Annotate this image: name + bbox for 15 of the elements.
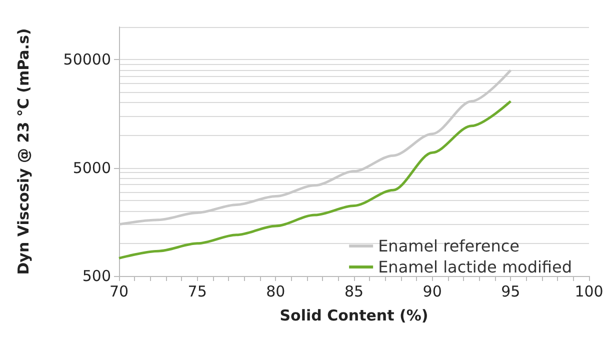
line-series — [118, 68, 512, 226]
y-tick-label: 50000 — [63, 50, 111, 69]
x-tick-label: 90 — [422, 282, 442, 300]
legend-label: Enamel reference — [378, 236, 520, 256]
y-tick-label: 5000 — [72, 158, 111, 177]
y-axis-title: Dyn Viscosiy @ 23 °C (mPa.s) — [14, 28, 32, 275]
x-tick-label: 80 — [266, 282, 286, 300]
legend-label: Enamel lactide modified — [378, 258, 572, 276]
x-tick-label: 85 — [344, 282, 364, 300]
x-tick-label: 100 — [574, 282, 604, 300]
x-axis-title: Solid Content (%) — [280, 306, 428, 324]
x-tick-label: 95 — [501, 282, 520, 300]
y-tick-label: 500 — [82, 267, 111, 285]
x-tick-label: 70 — [109, 282, 129, 300]
x-tick-label: 75 — [188, 282, 207, 300]
